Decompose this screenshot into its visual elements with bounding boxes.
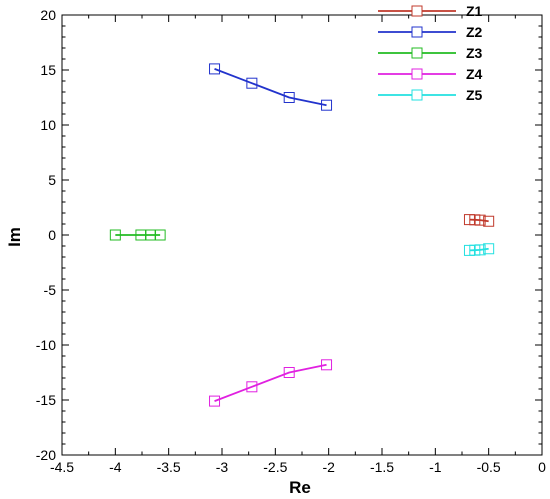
data-point-z2 — [209, 63, 221, 75]
y-tick-label: 10 — [40, 117, 56, 133]
data-point-z3 — [109, 229, 121, 241]
legend-item-z5: Z5 — [378, 87, 483, 103]
x-tick-label: -2.5 — [263, 459, 287, 475]
data-point-z5 — [474, 244, 486, 256]
legend-label-z4: Z4 — [466, 66, 483, 82]
data-point-z2 — [283, 92, 295, 103]
x-tick-label: -3 — [216, 459, 229, 475]
x-tick-label: -1.5 — [370, 459, 394, 475]
data-point-z4 — [283, 367, 295, 378]
legend-item-z3: Z3 — [378, 45, 483, 61]
data-point-z1 — [474, 214, 486, 226]
legend-item-z1: Z1 — [378, 3, 483, 19]
series-line-z5 — [469, 247, 489, 252]
series-z1 — [463, 214, 495, 227]
legend-label-z3: Z3 — [466, 45, 483, 61]
y-tick-label: -15 — [36, 392, 56, 408]
y-tick-label: -5 — [44, 282, 57, 298]
legend-label-z5: Z5 — [466, 87, 483, 103]
data-point-z1 — [483, 215, 495, 227]
legend-label-z2: Z2 — [466, 24, 483, 40]
x-tick-label: -0.5 — [477, 459, 501, 475]
data-point-z4 — [246, 381, 258, 393]
x-tick-label: -1 — [429, 459, 442, 475]
legend-label-z1: Z1 — [466, 3, 483, 19]
series-line-z4 — [214, 363, 327, 402]
data-point-z2 — [321, 99, 333, 111]
data-point-z4 — [209, 395, 221, 407]
data-point-z4 — [321, 359, 333, 371]
series-line-z1 — [469, 218, 489, 223]
legend-item-z4: Z4 — [378, 66, 483, 82]
legend-marker-z2 — [411, 26, 423, 38]
x-tick-label: 0 — [538, 459, 546, 475]
legend: Z1 Z2 Z3 Z4 Z5 — [378, 3, 483, 103]
legend-marker-z5 — [411, 89, 423, 101]
x-tick-label: -4 — [109, 459, 122, 475]
series-layer — [109, 63, 495, 407]
data-point-z3 — [154, 229, 166, 241]
legend-marker-z4 — [411, 68, 423, 80]
y-tick-label: -20 — [36, 447, 56, 463]
y-tick-label: 20 — [40, 7, 56, 23]
x-axis-title: Re — [289, 478, 311, 497]
x-tick-label: -4.5 — [50, 459, 74, 475]
y-tick-label: 5 — [48, 172, 56, 188]
series-z4 — [209, 359, 333, 407]
legend-marker-z3 — [411, 47, 423, 59]
y-tick-label: -10 — [36, 337, 56, 353]
series-z3 — [109, 229, 166, 241]
x-tick-label: -2 — [322, 459, 335, 475]
legend-marker-z1 — [411, 5, 423, 17]
data-point-z5 — [483, 243, 495, 255]
legend-item-z2: Z2 — [378, 24, 483, 40]
y-tick-label: 15 — [40, 62, 56, 78]
data-point-z2 — [246, 77, 258, 89]
y-axis-title: Im — [5, 227, 24, 247]
axes-layer: -4.5 -4 -3.5 -3 -2.5 -2 -1.5 -1 -0.5 0 -20 -15 -10 -5… — [36, 7, 546, 475]
series-z2 — [209, 63, 333, 111]
y-tick-label: 0 — [48, 227, 56, 243]
series-line-z2 — [214, 68, 327, 107]
series-z5 — [463, 243, 495, 256]
x-tick-label: -3.5 — [157, 459, 181, 475]
